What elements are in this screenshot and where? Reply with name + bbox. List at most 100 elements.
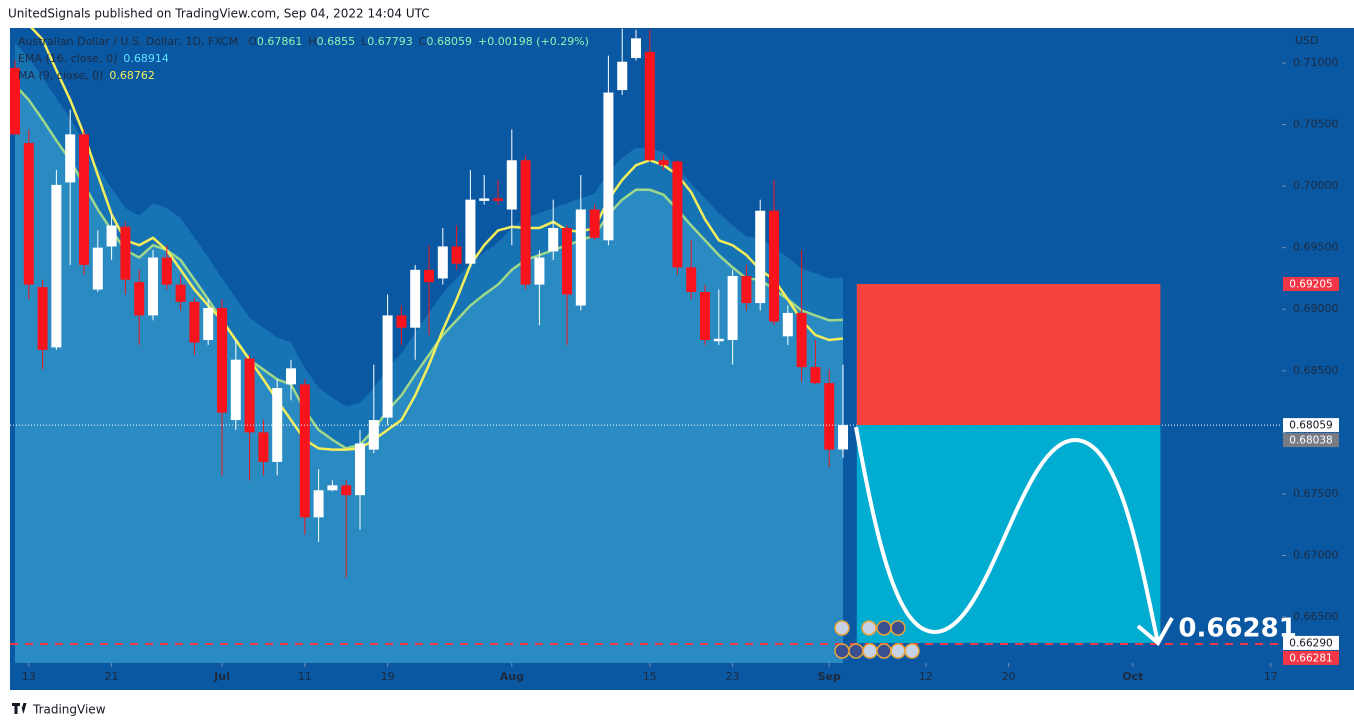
candle-body	[617, 61, 628, 91]
candle-body	[713, 338, 724, 342]
y-tick-label: 0.70000	[1293, 179, 1339, 192]
candle-body	[658, 160, 669, 166]
legend-prefix: C	[419, 35, 427, 48]
forecast-curve	[854, 426, 1160, 644]
legend-series: EMA (16, close, 0) 0.68914	[18, 52, 169, 65]
candle-body	[479, 198, 490, 201]
publish-header: UnitedSignals published on TradingView.c…	[8, 7, 430, 21]
legend-value: 0.67793	[367, 35, 413, 48]
candle-body	[78, 134, 89, 265]
price-tag-label: 0.68038	[1289, 435, 1332, 447]
candle-body	[258, 432, 269, 462]
target-zone	[856, 425, 1161, 643]
price-tag	[1283, 418, 1339, 433]
event-icon[interactable]	[861, 620, 877, 636]
candle-body	[686, 267, 697, 292]
candle-body	[824, 383, 835, 450]
x-tick-label: 19	[381, 670, 395, 683]
x-tick-label: 12	[919, 670, 933, 683]
price-tag	[1283, 635, 1339, 650]
candle-body	[65, 134, 76, 183]
candle-body	[424, 269, 435, 283]
indicator-line	[14, 84, 844, 450]
ema-area	[14, 85, 844, 663]
y-tick-label: 0.66500	[1293, 610, 1339, 623]
candle-body	[51, 184, 62, 348]
candle-body	[286, 368, 297, 385]
candle-body	[506, 160, 517, 210]
legend-prefix: O	[248, 35, 257, 48]
candle-body	[769, 210, 780, 322]
legend-series: MA (9, close, 0) 0.68762	[18, 69, 155, 82]
x-tick-label: 23	[726, 670, 740, 683]
y-tick-label: 0.70500	[1293, 118, 1339, 131]
footer-bar	[0, 690, 1354, 727]
x-tick-label: 21	[105, 670, 119, 683]
candle-body	[603, 92, 614, 241]
candle-body	[520, 160, 531, 285]
legend-symbol: Australian Dollar / U.S. Dollar, 1D, FXC…	[18, 35, 589, 48]
price-tag	[1283, 433, 1339, 448]
legend-value: 0.6855	[317, 35, 356, 48]
candle-body	[10, 67, 20, 135]
candle-body	[437, 246, 448, 279]
candle-body	[92, 247, 103, 290]
event-icon[interactable]	[834, 620, 850, 636]
plot-area	[10, 28, 1282, 646]
candle-body	[810, 367, 821, 384]
overlay: 0.66281	[834, 426, 1297, 659]
legend-series-name: MA (9, close, 0)	[18, 69, 103, 82]
candle-body	[147, 257, 158, 316]
event-icon[interactable]	[848, 643, 864, 659]
candle-body	[631, 38, 642, 59]
legend-prefix: L	[361, 35, 368, 48]
candle-body	[106, 225, 117, 247]
price-tag-label: 0.66290	[1289, 637, 1332, 649]
price-tag-label: 0.66281	[1289, 652, 1332, 664]
candle-body	[838, 425, 849, 450]
event-icon[interactable]	[876, 620, 892, 636]
candle-body	[230, 359, 241, 421]
y-tick-label: 0.67000	[1293, 549, 1339, 562]
candle-body	[244, 358, 255, 433]
candle-body	[396, 315, 407, 328]
event-icon[interactable]	[890, 643, 906, 659]
y-tick-label: 0.69500	[1293, 241, 1339, 254]
y-tick-label: 0.69000	[1293, 302, 1339, 315]
candle-body	[299, 384, 310, 518]
currency-label: USD	[1295, 34, 1319, 47]
legend-prefix: H	[308, 35, 316, 48]
legend-value: 0.68059	[426, 35, 472, 48]
candle-body	[741, 275, 752, 304]
legend-series-value: 0.68762	[109, 69, 155, 82]
candle-body	[23, 143, 34, 285]
candle-body	[410, 269, 421, 328]
candle-body	[562, 227, 573, 295]
candle-body	[493, 198, 504, 201]
y-tick-label: 0.67500	[1293, 487, 1339, 500]
x-tick-label: Oct	[1122, 670, 1143, 683]
candle-body	[796, 312, 807, 368]
event-icon[interactable]	[904, 643, 920, 659]
x-tick-label: 11	[298, 670, 312, 683]
price-tag-label: 0.68059	[1289, 420, 1332, 432]
event-icon[interactable]	[890, 620, 906, 636]
indicator-line	[30, 28, 844, 451]
candle-body	[327, 485, 338, 491]
candle-body	[589, 209, 600, 238]
event-icon[interactable]	[862, 643, 878, 659]
candle-body	[755, 210, 766, 304]
axes: Australian Dollar / U.S. Dollar, 1D, FXC…	[18, 34, 1339, 683]
event-icon[interactable]	[876, 643, 892, 659]
price-tag-label: 0.69205	[1289, 278, 1332, 290]
x-tick-label: Jul	[213, 670, 230, 683]
candle-body	[355, 443, 366, 496]
candle-body	[217, 308, 227, 413]
event-icon[interactable]	[834, 643, 850, 659]
candle-body	[700, 291, 711, 341]
x-tick-label: 17	[1264, 670, 1278, 683]
candle-body	[465, 199, 476, 264]
candle-body	[382, 315, 393, 418]
forecast-arrow	[1136, 617, 1174, 647]
